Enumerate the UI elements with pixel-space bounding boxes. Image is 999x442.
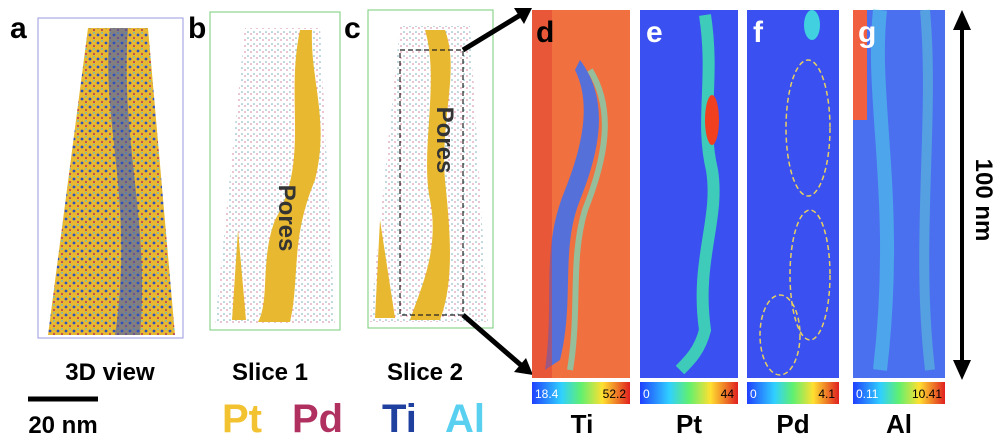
- ti-region: [108, 28, 143, 335]
- panel-label: b: [188, 12, 206, 45]
- panel-label: e: [646, 16, 663, 49]
- colorbar-max: 4.1: [818, 387, 835, 401]
- panel-b: b Pores Slice 1: [188, 11, 341, 386]
- colorbar-min: 0: [643, 387, 650, 401]
- zoom-arrow: [461, 313, 524, 368]
- panel-label: f: [753, 16, 764, 49]
- element-label: Ti: [571, 409, 594, 439]
- scale-label: 20 nm: [28, 412, 97, 439]
- colorbar-max: 52.2: [603, 387, 627, 401]
- panel-a: a 3D view 20 nm: [10, 12, 184, 439]
- legend-entry: Pt: [222, 397, 262, 441]
- map-g: g 0.11 10.41 Al: [853, 9, 945, 439]
- heatmap: [640, 10, 738, 378]
- map-f: f 0 4.1 Pd: [747, 10, 839, 439]
- bounding-box: [37, 17, 184, 339]
- bounding-box: [209, 11, 341, 331]
- colorbar-max: 10.41: [912, 387, 942, 401]
- panel-c: c Pores Slice 2: [344, 8, 533, 386]
- legend-entry: Pd: [292, 397, 343, 441]
- arrow-head: [514, 8, 532, 24]
- colorbar: [640, 382, 738, 404]
- element-label: Pd: [776, 409, 809, 439]
- panel-label: c: [344, 12, 361, 45]
- heatmap-feature: [870, 9, 895, 371]
- map-e: e 0 44 Pt: [640, 10, 738, 439]
- colorbar-min: 0: [750, 387, 757, 401]
- zoom-arrow: [461, 11, 524, 53]
- pt-region: [375, 220, 395, 318]
- pt-region: [232, 230, 246, 320]
- heatmap-feature: [532, 10, 552, 378]
- length-label: 100 nm: [970, 159, 997, 242]
- reconstruction: [48, 28, 175, 335]
- colorbar: [532, 382, 630, 404]
- arrow-head: [953, 10, 971, 30]
- highlight: [759, 294, 801, 376]
- colorbar-max: 44: [721, 387, 735, 401]
- heatmap-feature: [853, 10, 867, 120]
- element-label: Pt: [676, 409, 702, 439]
- highlight: [789, 209, 831, 341]
- caption: Slice 2: [387, 359, 463, 386]
- heatmap-feature: [545, 60, 599, 370]
- heatmap-feature: [567, 68, 608, 371]
- arrow-head: [953, 360, 971, 380]
- colorbar-min: 0.11: [856, 387, 879, 401]
- pt-region: [410, 30, 451, 320]
- heatmap-feature: [919, 9, 935, 371]
- arrow-head: [514, 358, 533, 375]
- legend-entry: Al: [445, 397, 485, 441]
- legend-entry: Ti: [382, 397, 417, 441]
- highlight: [785, 59, 831, 197]
- colorbar-min: 18.4: [535, 387, 559, 401]
- bounding-box: [367, 9, 494, 329]
- heatmap-feature: [675, 14, 720, 375]
- heatmap-feature: [804, 10, 820, 40]
- element-label: Al: [886, 409, 912, 439]
- colorbar: [747, 382, 839, 404]
- annotation: Pores: [431, 107, 458, 174]
- caption: 3D view: [65, 359, 155, 386]
- pt-region: [258, 30, 321, 322]
- panel-label: d: [536, 16, 554, 49]
- caption: Slice 1: [232, 359, 308, 386]
- annotation: Pores: [273, 185, 300, 252]
- panel-label: g: [858, 16, 876, 49]
- heatmap-feature: [705, 95, 719, 145]
- panel-label: a: [10, 12, 27, 45]
- selection-box: [399, 49, 464, 316]
- map-d: d 18.4 52.2 Ti: [532, 10, 630, 439]
- colorbar: [853, 382, 945, 404]
- length-bar: 100 nm: [953, 10, 997, 380]
- element-legend: Pt Pd Ti Al: [222, 397, 485, 441]
